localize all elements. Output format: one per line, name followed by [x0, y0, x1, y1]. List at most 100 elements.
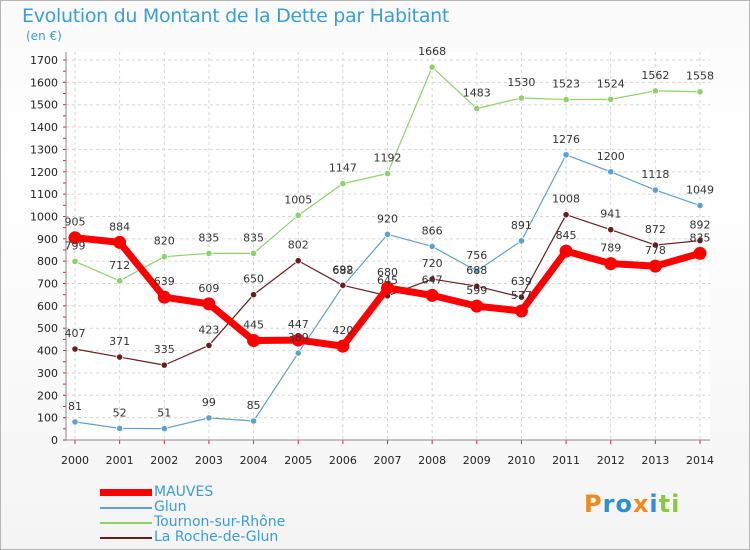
data-point — [249, 417, 258, 425]
data-label: 1562 — [641, 69, 669, 82]
data-label: 371 — [109, 335, 130, 348]
data-label: 692 — [332, 263, 353, 276]
data-label: 639 — [511, 275, 532, 288]
data-point — [425, 288, 439, 302]
data-label: 845 — [556, 229, 577, 242]
data-point — [339, 180, 347, 188]
data-label: 1200 — [597, 150, 625, 163]
data-point — [116, 424, 124, 432]
data-label: 447 — [288, 318, 309, 331]
data-point — [693, 246, 707, 260]
data-label: 778 — [645, 244, 666, 257]
x-tick-label: 2008 — [418, 454, 446, 467]
legend-swatch — [100, 522, 152, 524]
data-label: 1192 — [374, 152, 402, 165]
y-tick-label: 1700 — [30, 54, 58, 67]
data-label: 1049 — [686, 184, 714, 197]
data-point — [116, 353, 124, 361]
y-tick-label: 800 — [37, 255, 58, 268]
logo-letter: P — [584, 490, 603, 518]
legend-label: MAUVES — [154, 484, 214, 500]
data-label: 872 — [645, 223, 666, 236]
data-label: 835 — [198, 231, 219, 244]
series-layer — [68, 63, 707, 433]
data-label: 423 — [198, 323, 219, 336]
chart-subtitle: (en €) — [26, 29, 62, 43]
x-tick-label: 2001 — [106, 454, 134, 467]
data-label: 1005 — [284, 193, 312, 206]
x-tick-label: 2014 — [686, 454, 714, 467]
x-tick-label: 2013 — [641, 454, 669, 467]
data-point — [470, 299, 484, 313]
data-label: 820 — [154, 235, 175, 248]
data-label: 799 — [65, 239, 86, 252]
data-point — [473, 267, 481, 275]
y-tick-label: 700 — [37, 278, 58, 291]
data-label: 51 — [157, 407, 171, 420]
data-point — [336, 339, 350, 353]
data-label: 577 — [511, 289, 532, 302]
data-point — [205, 414, 213, 422]
data-point — [249, 291, 258, 299]
y-tick-label: 600 — [37, 300, 58, 313]
data-label: 445 — [243, 319, 264, 332]
data-label: 1118 — [641, 168, 669, 181]
data-point — [160, 253, 168, 261]
data-label: 1008 — [552, 193, 580, 206]
x-tick-label: 2012 — [597, 454, 625, 467]
data-point — [648, 259, 662, 273]
y-tick-label: 1100 — [30, 188, 58, 201]
data-label: 905 — [65, 216, 86, 229]
data-point — [249, 249, 258, 257]
data-point — [562, 95, 570, 104]
data-label: 639 — [154, 275, 175, 288]
data-label: 789 — [600, 242, 621, 255]
y-tick-label: 1300 — [30, 143, 58, 156]
data-label: 99 — [202, 396, 216, 409]
data-label: 688 — [332, 264, 353, 277]
data-point — [68, 231, 82, 245]
data-point — [291, 333, 305, 347]
data-point — [514, 304, 528, 318]
data-label: 645 — [377, 274, 398, 287]
data-point — [696, 237, 704, 245]
logo-letter: i — [649, 490, 659, 518]
y-tick-label: 500 — [37, 322, 58, 335]
y-tick-label: 1000 — [30, 210, 58, 223]
data-label: 756 — [466, 249, 487, 262]
legend-label: Glun — [154, 499, 187, 515]
data-point — [71, 418, 79, 426]
data-label: 892 — [690, 219, 711, 232]
data-label: 688 — [466, 264, 487, 277]
data-label: 609 — [198, 282, 219, 295]
data-point — [651, 87, 659, 95]
data-label: 891 — [511, 219, 532, 232]
data-point — [607, 226, 615, 234]
logo-letter: o — [615, 490, 633, 518]
data-label: 1147 — [329, 162, 357, 175]
data-label: 85 — [247, 399, 261, 412]
data-label: 420 — [332, 324, 353, 337]
data-label: 1524 — [597, 77, 625, 90]
x-tick-label: 2006 — [329, 454, 357, 467]
data-point — [247, 334, 261, 348]
data-label: 835 — [690, 231, 711, 244]
grid-layer — [66, 52, 710, 441]
data-point — [202, 297, 216, 311]
data-point — [428, 63, 436, 71]
legend-swatch — [100, 507, 152, 509]
x-tick-label: 2010 — [507, 454, 535, 467]
x-tick-label: 2005 — [284, 454, 312, 467]
data-point — [157, 290, 171, 304]
data-point — [696, 201, 704, 210]
legend-label: Tournon-sur-Rhône — [154, 514, 286, 530]
data-point — [651, 186, 659, 194]
data-point — [339, 281, 347, 289]
data-label: 866 — [422, 224, 443, 237]
data-label: 1668 — [418, 45, 446, 58]
data-point — [113, 235, 127, 249]
data-point — [696, 88, 704, 96]
data-point — [562, 151, 570, 159]
x-tick-label: 2004 — [240, 454, 268, 467]
